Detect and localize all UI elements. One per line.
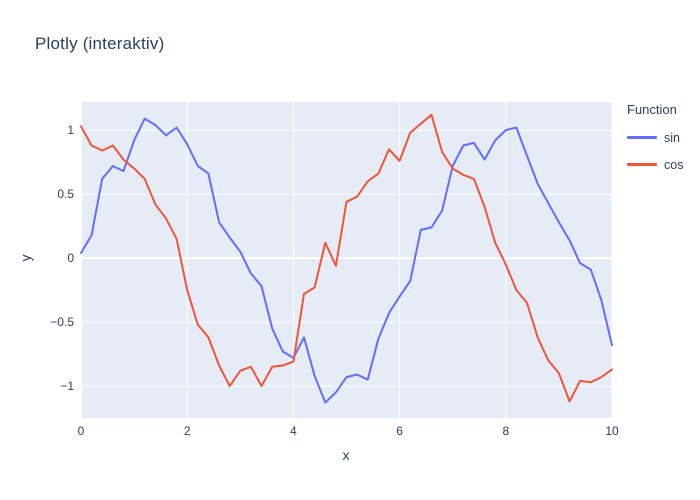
legend-items: sin cos: [627, 124, 683, 178]
plot-area[interactable]: [81, 102, 612, 418]
x-tick-label: 4: [290, 424, 297, 438]
y-tick-label: 0.5: [57, 187, 74, 202]
y-tick-label: −1: [60, 379, 74, 394]
legend-swatch-cos: [627, 163, 657, 166]
legend-item-label: cos: [664, 157, 684, 172]
y-tick-label: 1: [67, 123, 74, 138]
legend-title: Function: [627, 102, 677, 117]
y-tick-label: −0.5: [50, 315, 74, 330]
series-line-sin[interactable]: [80, 117, 613, 404]
y-tick-label: 0: [67, 251, 74, 266]
legend-item-cos[interactable]: cos: [627, 151, 683, 178]
legend-item-label: sin: [664, 130, 680, 145]
x-tick-label: 10: [605, 424, 619, 438]
x-tick-label: 8: [502, 424, 510, 438]
x-tick-label: 6: [396, 424, 403, 438]
legend-swatch-sin: [627, 136, 657, 139]
legend: Function sin cos: [627, 102, 683, 178]
x-axis-label: x: [342, 447, 350, 463]
legend-item-sin[interactable]: sin: [627, 124, 683, 151]
series-line-cos[interactable]: [80, 113, 613, 403]
x-tick-label: 2: [183, 424, 191, 438]
x-tick-label: 0: [77, 424, 85, 438]
chart-title: Plotly (interaktiv): [35, 34, 165, 53]
